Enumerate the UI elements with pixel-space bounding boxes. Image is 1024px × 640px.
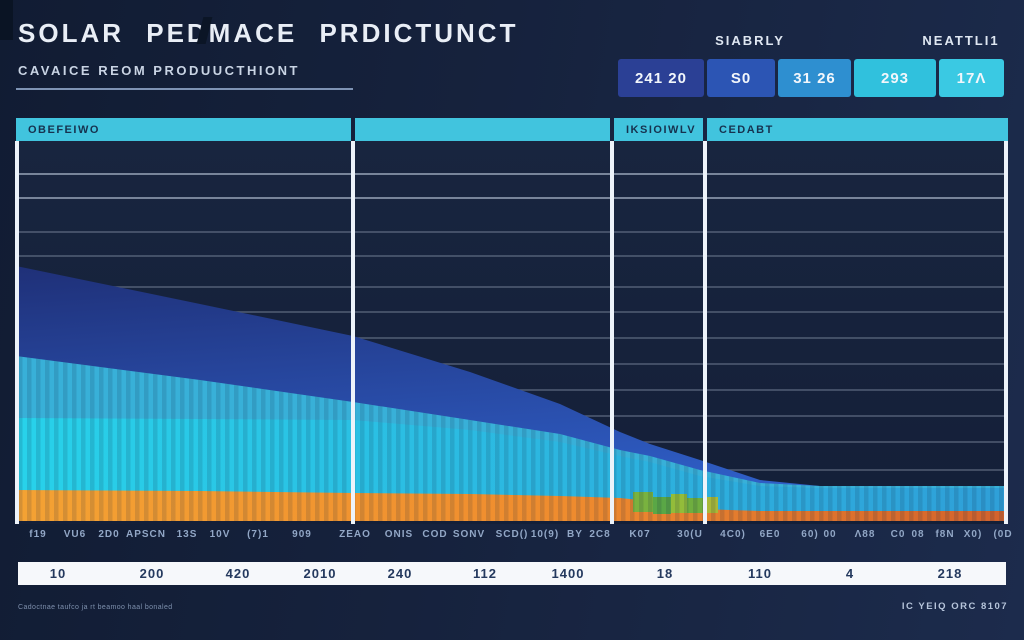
x-tick-label: 10V bbox=[209, 529, 231, 540]
stat-box-5[interactable]: 17Λ bbox=[939, 59, 1004, 97]
segment-label: IKSIOIWLV bbox=[626, 123, 697, 136]
x-tick-label: 60) bbox=[801, 529, 819, 540]
summary-value: 10 bbox=[49, 566, 67, 581]
stat-value: S0 bbox=[730, 69, 752, 87]
x-tick-label: 909 bbox=[292, 529, 312, 540]
stat-box-1[interactable]: 241 20 bbox=[618, 59, 704, 97]
page-title: SOLAR PEDMACE PRDICTUNCT bbox=[18, 18, 519, 48]
page-subtitle: CAVAICE REOM PRODUUCTHIONT bbox=[18, 63, 300, 78]
column-header-segment-3[interactable]: IKSIOIWLV bbox=[614, 118, 703, 141]
column-header-segment-4[interactable]: CEDABT bbox=[707, 118, 1008, 141]
x-tick-label: 6E0 bbox=[759, 529, 781, 540]
summary-value: 200 bbox=[139, 566, 165, 581]
summary-value: 110 bbox=[748, 566, 772, 581]
x-tick-label: COD bbox=[422, 529, 448, 540]
stat-value: 31 26 bbox=[793, 69, 836, 87]
x-tick-label: C0 bbox=[890, 529, 906, 540]
stat-value: 293 bbox=[880, 69, 910, 87]
summary-value: 2010 bbox=[303, 566, 337, 581]
x-tick-label: X0) bbox=[963, 529, 983, 540]
stat-box-3[interactable]: 31 26 bbox=[778, 59, 851, 97]
column-header-segment-1[interactable]: OBEFEIWO bbox=[16, 118, 351, 141]
segment-label: OBEFEIWO bbox=[28, 123, 100, 136]
summary-value: 4 bbox=[845, 566, 855, 581]
title-underline bbox=[16, 88, 353, 90]
stat-box-2[interactable]: S0 bbox=[707, 59, 775, 97]
stat-value: 17Λ bbox=[956, 69, 987, 87]
footer-code-text: IC YEIQ ORC 8107 bbox=[901, 601, 1009, 612]
summary-value: 112 bbox=[473, 566, 497, 581]
segment-label: CEDABT bbox=[719, 123, 774, 136]
corner-artifact bbox=[0, 0, 13, 40]
footnote-text: Cadoctnae taufco ja rt beamoo haal bonal… bbox=[18, 604, 173, 611]
x-tick-label: 4C0) bbox=[720, 529, 746, 540]
x-axis-labels: f19 VU6 2D0 APSCN 13S 10V (7)1 909 ZEAO ONIS COD SO… bbox=[0, 529, 1024, 545]
x-tick-label: K07 bbox=[629, 529, 651, 540]
x-tick-label: ONIS bbox=[384, 529, 414, 540]
x-tick-label: (7)1 bbox=[247, 529, 269, 540]
stat-box-4[interactable]: 293 bbox=[854, 59, 936, 97]
x-tick-label: BY bbox=[567, 529, 583, 540]
summary-value: 18 bbox=[656, 566, 674, 581]
x-tick-label: ZEAO bbox=[339, 529, 371, 540]
x-tick-label: 00 bbox=[823, 529, 837, 540]
chart-column-header-bar: OBEFEIWO IKSIOIWLV CEDABT bbox=[0, 118, 1024, 141]
x-tick-label: f8N bbox=[935, 529, 955, 540]
x-tick-label: 30(U bbox=[677, 529, 703, 540]
x-tick-label: 13S bbox=[176, 529, 198, 540]
x-tick-label: SONV bbox=[452, 529, 486, 540]
x-tick-label: 08 bbox=[911, 529, 925, 540]
column-header-segment-2[interactable] bbox=[355, 118, 610, 141]
stats-row: 241 20 S0 31 26 293 17Λ bbox=[618, 59, 1004, 97]
summary-value-row: 10 200 420 2010 240 112 1400 18 110 4 218 bbox=[18, 562, 1006, 585]
summary-value: 420 bbox=[225, 566, 251, 581]
x-tick-label: (0D bbox=[993, 529, 1013, 540]
x-tick-label: 2D0 bbox=[98, 529, 120, 540]
stat-group-label-right: NEATTLI1 bbox=[922, 33, 1000, 48]
summary-value: 1400 bbox=[551, 566, 585, 581]
x-tick-label: 10(9) bbox=[530, 529, 560, 540]
summary-value: 218 bbox=[937, 566, 963, 581]
stat-group-label-left: SIABRLY bbox=[715, 33, 785, 48]
x-tick-label: APSCN bbox=[125, 529, 166, 540]
x-tick-label: SCD() bbox=[495, 529, 529, 540]
stat-value: 241 20 bbox=[635, 69, 687, 87]
x-tick-label: Λ88 bbox=[854, 529, 876, 540]
x-tick-label: f19 bbox=[29, 529, 47, 540]
x-tick-label: 2C8 bbox=[589, 529, 611, 540]
x-tick-label: VU6 bbox=[63, 529, 87, 540]
summary-value: 240 bbox=[387, 566, 413, 581]
